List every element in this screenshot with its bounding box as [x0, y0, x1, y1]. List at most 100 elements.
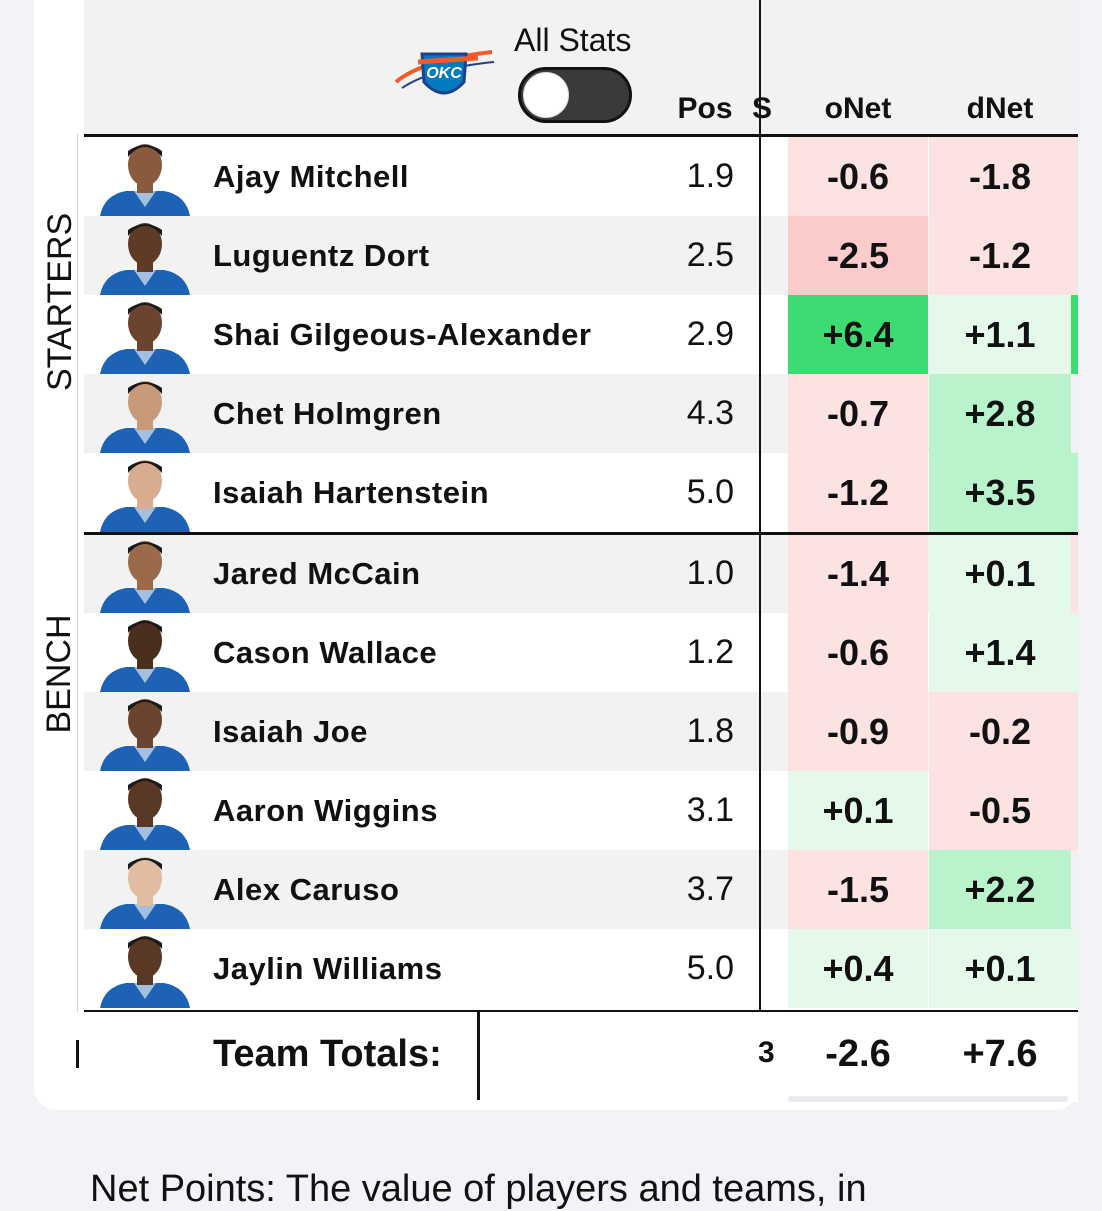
player-pos: 3.7 [686, 870, 734, 908]
horizontal-scrollbar[interactable] [788, 1096, 1068, 1102]
hidden-total-edge: 3 [758, 1036, 775, 1069]
section-label-starters: STARTERS [41, 212, 79, 391]
player-dnet: +1.4 [929, 613, 1071, 692]
player-pos: 1.0 [686, 554, 734, 592]
next-column-edge [1071, 613, 1078, 692]
player-name[interactable]: Isaiah Joe [213, 714, 368, 749]
team-totals-label: Team Totals: [213, 1033, 442, 1075]
column-header-dnet[interactable]: dNet [966, 92, 1034, 125]
player-pos: 1.9 [686, 157, 734, 195]
player-headshot-icon [100, 699, 190, 771]
header-divider [84, 134, 1078, 137]
next-column-edge [1071, 850, 1078, 929]
player-headshot-icon [100, 302, 190, 374]
player-dnet: +2.2 [929, 850, 1071, 929]
team-totals-dnet: +7.6 [962, 1033, 1038, 1075]
player-row[interactable]: Chet Holmgren 4.3 -0.7 +2.8 [84, 374, 1078, 453]
player-dnet: +1.1 [929, 295, 1071, 374]
next-column-edge [1071, 216, 1078, 295]
next-column-edge [1071, 771, 1078, 850]
next-column-edge [1071, 374, 1078, 453]
player-row[interactable]: Jared McCain 1.0 -1.4 +0.1 [84, 534, 1078, 613]
player-headshot-icon [100, 541, 190, 613]
player-pos: 1.2 [686, 633, 734, 671]
player-dnet: +2.8 [929, 374, 1071, 453]
player-pos: 5.0 [686, 949, 734, 987]
player-dnet: -0.2 [929, 692, 1071, 771]
player-dnet: -1.2 [929, 216, 1071, 295]
player-row[interactable]: Isaiah Joe 1.8 -0.9 -0.2 [84, 692, 1078, 771]
player-row[interactable]: Isaiah Hartenstein 5.0 -1.2 +3.5 [84, 453, 1078, 532]
player-onet: -0.7 [788, 374, 928, 453]
player-headshot-icon [100, 620, 190, 692]
player-onet: +0.1 [788, 771, 928, 850]
player-name[interactable]: Chet Holmgren [213, 396, 442, 431]
player-name[interactable]: Isaiah Hartenstein [213, 475, 490, 510]
next-column-edge [1071, 692, 1078, 771]
player-onet: -2.5 [788, 216, 928, 295]
player-onet: -0.6 [788, 137, 928, 216]
player-onet: -1.5 [788, 850, 928, 929]
player-onet: -0.6 [788, 613, 928, 692]
hidden-column-edge: S [752, 92, 773, 125]
player-name[interactable]: Ajay Mitchell [213, 159, 409, 194]
all-stats-label: All Stats [514, 22, 632, 58]
player-name[interactable]: Jared McCain [213, 556, 421, 591]
next-column-edge [1071, 453, 1078, 532]
player-onet: +0.4 [788, 929, 928, 1008]
left-guide [77, 134, 78, 1012]
player-dnet: -1.8 [929, 137, 1071, 216]
toggle-knob [523, 72, 569, 118]
player-onet: -1.4 [788, 534, 928, 613]
team-totals-row: Team Totals: 3 -2.6 +7.6 [84, 1012, 1078, 1102]
totals-left-tick [76, 1040, 79, 1068]
footnote-text: Net Points: The value of players and tea… [90, 1168, 867, 1210]
player-headshot-icon [100, 460, 190, 532]
player-row[interactable]: Shai Gilgeous-Alexander 2.9 +6.4 +1.1 [84, 295, 1078, 374]
player-name[interactable]: Alex Caruso [213, 872, 400, 907]
player-dnet: +0.1 [929, 534, 1071, 613]
column-header-pos[interactable]: Pos [677, 92, 733, 125]
player-name[interactable]: Jaylin Williams [213, 951, 443, 986]
player-row[interactable]: Luguentz Dort 2.5 -2.5 -1.2 [84, 216, 1078, 295]
player-pos: 4.3 [686, 394, 734, 432]
section-label-bench: BENCH [40, 614, 78, 734]
player-pos: 5.0 [686, 473, 734, 511]
player-headshot-icon [100, 381, 190, 453]
player-onet: +6.4 [788, 295, 928, 374]
player-pos: 3.1 [686, 791, 734, 829]
totals-divider [84, 1010, 1078, 1013]
svg-text:OKC: OKC [426, 65, 462, 82]
player-row[interactable]: Cason Wallace 1.2 -0.6 +1.4 [84, 613, 1078, 692]
next-column-edge [1071, 295, 1078, 374]
all-stats-toggle[interactable] [518, 67, 632, 123]
player-name[interactable]: Aaron Wiggins [213, 793, 438, 828]
okc-team-logo: OKC [394, 50, 495, 95]
player-dnet: +0.1 [929, 929, 1071, 1008]
starters-bench-divider [84, 532, 1078, 535]
player-headshot-icon [100, 857, 190, 929]
player-row[interactable]: Aaron Wiggins 3.1 +0.1 -0.5 [84, 771, 1078, 850]
player-pos: 2.9 [686, 315, 734, 353]
team-totals-onet: -2.6 [825, 1033, 891, 1075]
totals-column-divider [477, 1012, 480, 1100]
next-column-edge [1071, 929, 1078, 1008]
player-onet: -1.2 [788, 453, 928, 532]
player-headshot-icon [100, 144, 190, 216]
next-column-edge [1071, 534, 1078, 613]
player-name[interactable]: Luguentz Dort [213, 238, 430, 273]
player-onet: -0.9 [788, 692, 928, 771]
player-dnet: -0.5 [929, 771, 1071, 850]
column-header-onet[interactable]: oNet [824, 92, 892, 125]
player-name[interactable]: Cason Wallace [213, 635, 438, 670]
player-name[interactable]: Shai Gilgeous-Alexander [213, 317, 592, 352]
player-row[interactable]: Alex Caruso 3.7 -1.5 +2.2 [84, 850, 1078, 929]
next-column-edge [1071, 137, 1078, 216]
player-row[interactable]: Jaylin Williams 5.0 +0.4 +0.1 [84, 929, 1078, 1008]
player-pos: 2.5 [686, 236, 734, 274]
frozen-column-divider [759, 0, 761, 1012]
player-headshot-icon [100, 223, 190, 295]
player-dnet: +3.5 [929, 453, 1071, 532]
player-headshot-icon [100, 936, 190, 1008]
player-row[interactable]: Ajay Mitchell 1.9 -0.6 -1.8 [84, 137, 1078, 216]
